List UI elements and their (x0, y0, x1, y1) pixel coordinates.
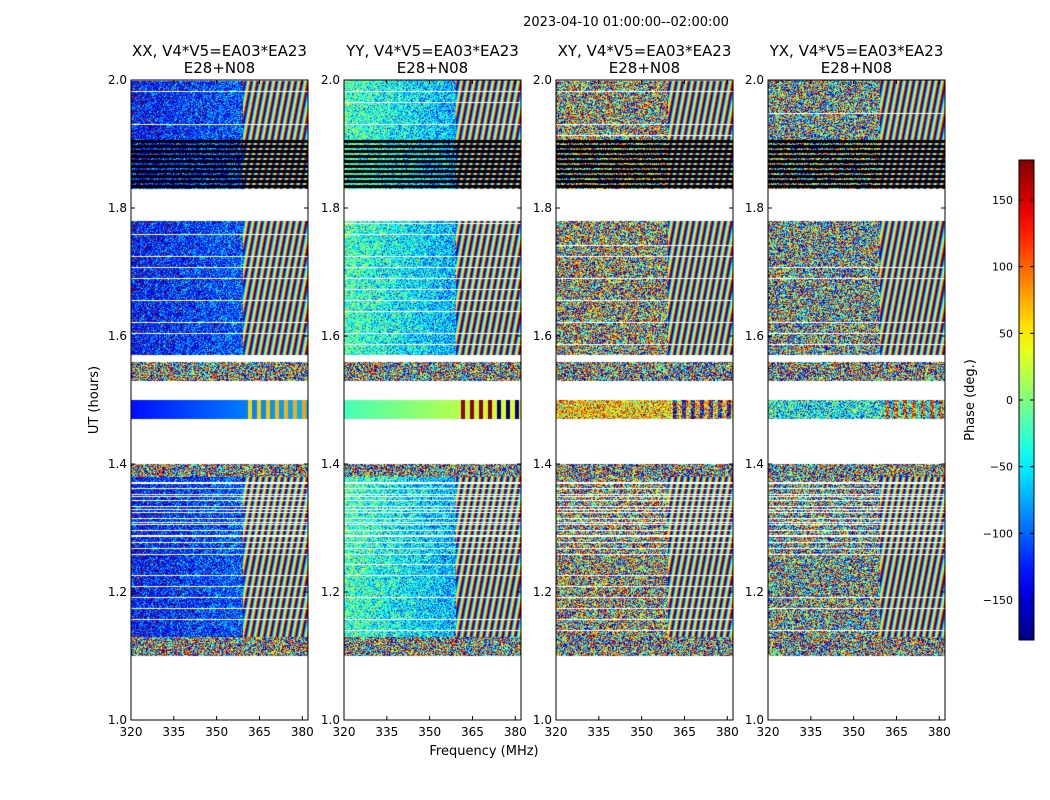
x-tick-label: 320 (757, 725, 780, 739)
colorbar-tick-label: 100 (992, 261, 1013, 274)
panel-frame (130, 79, 309, 721)
panel-title-line1: YX, V4*V5=EA03*EA23 (769, 42, 944, 60)
panel-title-line2: E28+N08 (609, 59, 680, 77)
colorbar-tick-label: −50 (990, 461, 1013, 474)
panel-frame (767, 79, 946, 721)
y-tick-label: 1.2 (745, 585, 764, 599)
panel-frame (343, 79, 522, 721)
y-axis-label: UT (hours) (87, 366, 102, 434)
colorbar-tick-label: 50 (999, 327, 1013, 340)
x-tick-label: 350 (205, 725, 228, 739)
panel-title-line1: YY, V4*V5=EA03*EA23 (345, 42, 519, 60)
x-tick-label: 320 (545, 725, 568, 739)
colorbar-label: Phase (deg.) (963, 359, 978, 441)
y-tick-label: 2.0 (745, 73, 764, 87)
y-tick-label: 2.0 (108, 73, 127, 87)
y-tick-label: 1.6 (108, 329, 127, 343)
y-tick-label: 1.4 (533, 457, 552, 471)
x-tick-label: 365 (248, 725, 271, 739)
x-tick-label: 350 (418, 725, 441, 739)
y-tick-label: 1.8 (108, 201, 127, 215)
colorbar: 150 100 50 0 −50 −100 −150 (983, 159, 1035, 641)
x-tick-label: 350 (630, 725, 653, 739)
y-tick-label: 1.4 (745, 457, 764, 471)
panel-image-xy (556, 80, 733, 720)
x-tick-label: 320 (333, 725, 356, 739)
x-tick-label: 380 (504, 725, 527, 739)
colorbar-tick-label: 0 (1006, 394, 1013, 407)
y-tick-label: 1.6 (533, 329, 552, 343)
x-tick-label: 365 (461, 725, 484, 739)
x-tick-label: 365 (673, 725, 696, 739)
y-tick-label: 1.6 (745, 329, 764, 343)
panel-title-line2: E28+N08 (821, 59, 892, 77)
y-tick-label: 2.0 (533, 73, 552, 87)
y-tick-label: 1.4 (108, 457, 127, 471)
y-tick-label: 1.0 (321, 713, 340, 727)
colorbar-tick-label: −100 (983, 527, 1013, 540)
panel-image-xx (131, 80, 308, 720)
panel-image-yx (768, 80, 945, 720)
y-tick-label: 1.8 (321, 201, 340, 215)
y-tick-label: 1.8 (745, 201, 764, 215)
x-tick-label: 335 (375, 725, 398, 739)
y-tick-label: 1.4 (321, 457, 340, 471)
figure-title: 2023-04-10 01:00:00--02:00:00 (523, 15, 729, 30)
x-tick-label: 380 (928, 725, 951, 739)
y-tick-label: 1.6 (321, 329, 340, 343)
y-tick-label: 1.8 (533, 201, 552, 215)
x-tick-label: 335 (799, 725, 822, 739)
panel-title-line2: E28+N08 (184, 59, 255, 77)
panel-title-line1: XX, V4*V5=EA03*EA23 (132, 42, 307, 60)
x-tick-label: 335 (587, 725, 610, 739)
x-tick-label: 350 (842, 725, 865, 739)
x-tick-label: 380 (291, 725, 314, 739)
x-axis-label: Frequency (MHz) (429, 744, 538, 759)
x-tick-label: 365 (885, 725, 908, 739)
y-tick-label: 1.0 (745, 713, 764, 727)
y-tick-label: 1.2 (321, 585, 340, 599)
x-tick-label: 380 (716, 725, 739, 739)
y-tick-label: 1.2 (108, 585, 127, 599)
panel-title-line2: E28+N08 (397, 59, 468, 77)
y-tick-label: 2.0 (321, 73, 340, 87)
y-tick-label: 1.0 (533, 713, 552, 727)
panel-title-line1: XY, V4*V5=EA03*EA23 (558, 42, 732, 60)
panel-image-yy (344, 80, 521, 720)
panel-frame (555, 79, 734, 721)
x-tick-label: 320 (120, 725, 143, 739)
colorbar-tick-label: 150 (992, 194, 1013, 207)
y-tick-label: 1.0 (108, 713, 127, 727)
y-tick-label: 1.2 (533, 585, 552, 599)
colorbar-tick-label: −150 (983, 594, 1013, 607)
x-tick-label: 335 (162, 725, 185, 739)
